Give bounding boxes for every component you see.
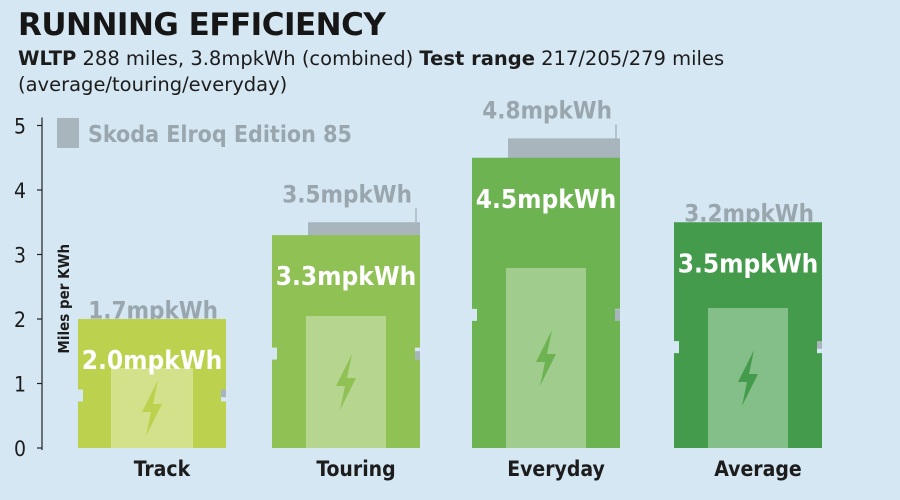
- bar-value-label: 4.5mpkWh: [476, 185, 617, 215]
- y-axis-title: Miles per KWh: [55, 244, 73, 354]
- lightning-bolt-icon: [336, 354, 356, 411]
- x-category-label: Everyday: [507, 457, 605, 481]
- subtitle-wltp-text: 288 miles, 3.8mpkWh (combined): [76, 47, 420, 70]
- value-bar: [272, 235, 420, 448]
- bar-value-label: 3.3mpkWh: [276, 262, 417, 292]
- lightning-bolt-icon: [738, 350, 758, 407]
- x-category-label: Touring: [316, 457, 395, 481]
- subtitle-wltp-label: WLTP: [18, 47, 77, 70]
- y-axis: 0 1 2 3 4 5 Miles per KWh: [14, 115, 73, 462]
- y-tick-label: 3: [14, 244, 26, 268]
- comparison-value-label: 4.8mpkWh: [482, 96, 612, 124]
- y-tick-label: 4: [14, 179, 26, 203]
- subtitle-range-label: Test range: [419, 47, 535, 70]
- y-tick-label: 5: [14, 115, 26, 139]
- bar-value-label: 3.5mpkWh: [678, 249, 819, 279]
- value-bar: [472, 157, 620, 448]
- bar-group-touring: 3.5mpkWh 3.3mpkWh: [272, 180, 420, 448]
- y-tick-label: 2: [14, 308, 26, 332]
- x-axis-labels: Track Touring Everyday Average: [134, 457, 802, 481]
- chart-title: RUNNING EFFICIENCY: [18, 7, 386, 43]
- bar-group-everyday: 4.8mpkWh 4.5mpkWh: [472, 96, 620, 448]
- chart-legend: Skoda Elroq Edition 85: [57, 118, 352, 148]
- bar-value-label: 2.0mpkWh: [82, 346, 223, 376]
- y-tick-label: 0: [14, 437, 26, 461]
- x-category-label: Average: [714, 457, 801, 481]
- legend-label: Skoda Elroq Edition 85: [88, 122, 352, 148]
- y-tick-label: 1: [14, 373, 26, 397]
- lightning-bolt-icon: [142, 380, 162, 437]
- value-bar: [674, 222, 822, 448]
- value-bar: [78, 319, 226, 448]
- lightning-bolt-icon: [536, 330, 556, 387]
- subtitle-range-text: 217/205/279 miles (average/touring/every…: [18, 47, 725, 96]
- legend-swatch: [57, 118, 79, 148]
- comparison-value-label: 3.5mpkWh: [282, 180, 412, 208]
- chart-subtitle: WLTP 288 miles, 3.8mpkWh (combined) Test…: [18, 46, 888, 98]
- x-category-label: Track: [134, 457, 191, 481]
- chart-header: RUNNING EFFICIENCY WLTP 288 miles, 3.8mp…: [18, 6, 888, 98]
